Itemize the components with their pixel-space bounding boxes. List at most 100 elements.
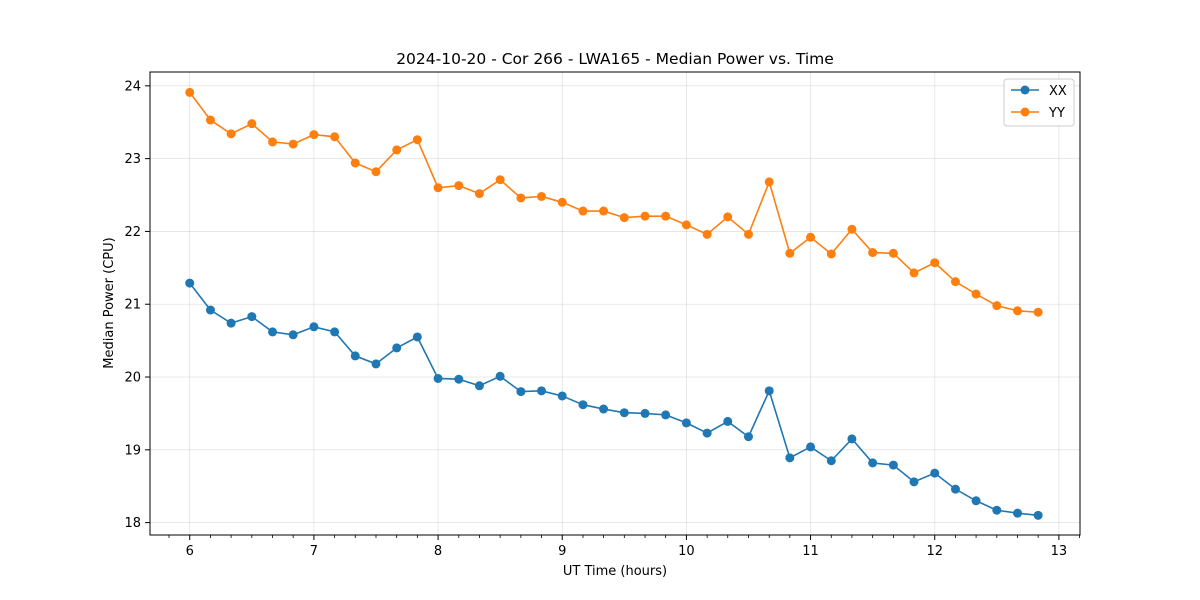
y-axis-label: Median Power (CPU): [102, 237, 117, 368]
x-tick-label: 11: [802, 544, 819, 559]
series-line-yy: [189, 91, 1039, 314]
data-point-xx: [661, 410, 671, 420]
data-point-xx: [350, 351, 360, 361]
data-point-xx: [599, 404, 609, 414]
data-point-xx: [474, 381, 484, 391]
data-point-yy: [971, 289, 981, 299]
data-point-xx: [868, 458, 878, 468]
data-point-xx: [619, 408, 629, 418]
data-point-xx: [826, 456, 836, 466]
y-tick-label: 21: [124, 298, 141, 313]
data-point-xx: [330, 327, 340, 337]
data-point-yy: [723, 212, 733, 222]
data-point-yy: [516, 193, 526, 203]
grid: [150, 72, 1080, 535]
data-point-yy: [247, 119, 257, 129]
legend-marker-yy: [1020, 107, 1030, 117]
data-point-yy: [578, 206, 588, 216]
legend-marker-xx: [1020, 85, 1030, 95]
data-point-yy: [764, 177, 774, 187]
data-point-yy: [909, 268, 919, 278]
data-point-yy: [640, 211, 650, 221]
data-point-xx: [909, 477, 919, 487]
data-point-xx: [702, 428, 712, 438]
data-point-yy: [371, 167, 381, 177]
data-point-yy: [1033, 307, 1043, 317]
data-point-xx: [226, 318, 236, 328]
data-point-yy: [806, 232, 816, 242]
x-tick-label: 6: [186, 544, 194, 559]
data-point-yy: [702, 229, 712, 239]
y-tick-label: 23: [124, 152, 141, 167]
x-tick-label: 7: [310, 544, 318, 559]
y-tick-label: 20: [124, 371, 141, 386]
data-point-xx: [681, 418, 691, 428]
chart-title: 2024-10-20 - Cor 266 - LWA165 - Median P…: [396, 50, 834, 68]
data-point-yy: [433, 183, 443, 193]
data-point-xx: [309, 322, 319, 332]
x-tick-label: 10: [678, 544, 695, 559]
data-point-yy: [226, 129, 236, 139]
plot-series: [185, 87, 1043, 520]
data-point-xx: [1033, 510, 1043, 520]
data-point-yy: [350, 158, 360, 168]
data-point-xx: [392, 343, 402, 353]
data-point-yy: [619, 213, 629, 223]
y-tick-label: 19: [124, 443, 141, 458]
data-point-xx: [288, 330, 298, 340]
data-point-yy: [661, 211, 671, 221]
y-axis-ticks: 18 19 20 21 22 23 24: [124, 79, 150, 531]
series-xx: [185, 278, 1043, 520]
series-yy: [185, 87, 1043, 317]
data-point-xx: [268, 327, 278, 337]
data-point-yy: [826, 249, 836, 259]
data-point-xx: [247, 312, 257, 322]
data-point-xx: [578, 400, 588, 410]
data-point-yy: [785, 248, 795, 258]
x-tick-label: 12: [926, 544, 943, 559]
data-point-yy: [599, 206, 609, 216]
data-point-yy: [950, 277, 960, 287]
data-point-xx: [640, 408, 650, 418]
data-point-xx: [371, 359, 381, 369]
data-point-xx: [930, 468, 940, 478]
data-point-xx: [536, 386, 546, 396]
data-point-yy: [495, 175, 505, 185]
x-tick-label: 8: [434, 544, 442, 559]
data-point-xx: [971, 496, 981, 506]
x-tick-label: 13: [1051, 544, 1068, 559]
data-point-xx: [1013, 508, 1023, 518]
data-point-yy: [847, 224, 857, 234]
data-point-yy: [392, 145, 402, 155]
data-point-xx: [743, 432, 753, 442]
y-tick-label: 22: [124, 225, 141, 240]
data-point-xx: [433, 373, 443, 383]
data-point-yy: [185, 87, 195, 97]
data-point-yy: [992, 301, 1002, 311]
y-tick-label: 24: [124, 79, 141, 94]
data-point-yy: [330, 132, 340, 142]
data-point-yy: [412, 135, 422, 145]
data-point-yy: [743, 229, 753, 239]
data-point-yy: [454, 181, 464, 191]
data-point-yy: [474, 189, 484, 199]
plot-frame: [149, 71, 1081, 536]
legend-label-yy: YY: [1048, 106, 1065, 121]
data-point-yy: [930, 258, 940, 268]
data-point-yy: [205, 115, 215, 125]
data-point-yy: [557, 197, 567, 207]
y-tick-label: 18: [124, 516, 141, 531]
data-point-xx: [764, 386, 774, 396]
data-point-xx: [205, 305, 215, 315]
data-point-yy: [309, 130, 319, 140]
data-point-yy: [681, 220, 691, 230]
data-point-xx: [723, 416, 733, 426]
data-point-yy: [536, 191, 546, 201]
data-point-yy: [1013, 306, 1023, 316]
x-axis-label: UT Time (hours): [563, 564, 667, 579]
data-point-yy: [888, 248, 898, 258]
data-point-xx: [888, 460, 898, 470]
data-point-xx: [516, 387, 526, 397]
x-axis-ticks: 6 7 8 9 10 11 12 13: [168, 535, 1080, 559]
data-point-yy: [288, 139, 298, 149]
